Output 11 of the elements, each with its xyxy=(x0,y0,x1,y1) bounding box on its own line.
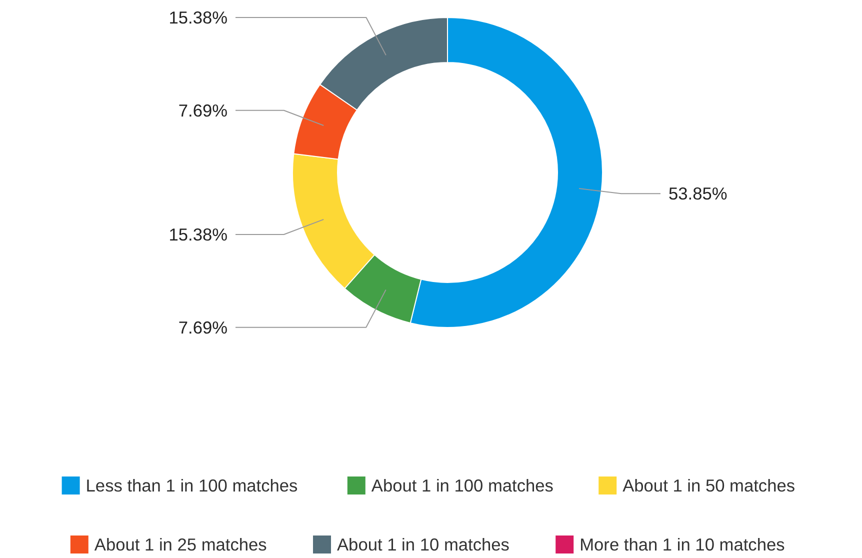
data-label: 15.38% xyxy=(168,224,228,244)
legend-label: More than 1 in 10 matches xyxy=(580,534,786,554)
legend-label: About 1 in 100 matches xyxy=(371,476,554,496)
data-label: 53.85% xyxy=(668,184,728,204)
legend-label: About 1 in 50 matches xyxy=(622,476,796,496)
legend-label: Less than 1 in 100 matches xyxy=(86,476,298,496)
data-label: 15.38% xyxy=(168,8,228,28)
legend-label: About 1 in 10 matches xyxy=(337,534,510,554)
data-label: 7.69% xyxy=(178,100,228,120)
legend-label: About 1 in 25 matches xyxy=(94,534,268,554)
data-label: 7.69% xyxy=(178,317,228,338)
